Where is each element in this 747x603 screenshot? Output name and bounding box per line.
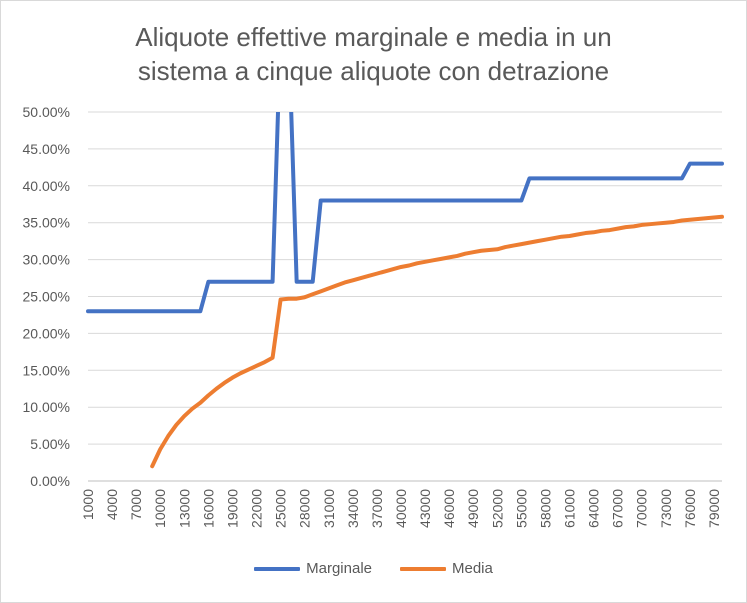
- y-tick-label: 40.00%: [23, 178, 70, 194]
- x-tick-label: 37000: [369, 489, 385, 528]
- x-tick-label: 43000: [417, 489, 433, 528]
- series-lines: [86, 112, 724, 469]
- x-tick-label: 22000: [249, 489, 265, 528]
- x-tick-label: 34000: [345, 489, 361, 528]
- x-tick-label: 1000: [80, 489, 96, 520]
- gridlines: [88, 111, 722, 482]
- x-tick-label: 28000: [297, 489, 313, 528]
- x-tick-label: 52000: [489, 489, 505, 528]
- chart-title-line-1: Aliquote effettive marginale e media in …: [135, 22, 612, 52]
- legend-label-marginale: Marginale: [306, 560, 372, 577]
- x-axis-tick-labels: 1000 4000 7000 10000 13000 16000 19000 22000 250…: [80, 489, 722, 528]
- y-tick-label: 35.00%: [23, 215, 70, 231]
- x-tick-label: 31000: [321, 489, 337, 528]
- chart-title-line-2: sistema a cinque aliquote con detrazione: [137, 56, 610, 86]
- legend: Marginale Media: [0, 560, 747, 577]
- legend-swatch-media: [400, 566, 446, 571]
- y-axis-tick-labels: 0.00% 5.00% 10.00% 15.00% 20.00% 25.00% 30.00%…: [23, 104, 70, 489]
- x-tick-label: 67000: [610, 489, 626, 528]
- series-line-marginale: [86, 112, 724, 314]
- x-tick-label: 76000: [682, 489, 698, 528]
- x-tick-label: 64000: [586, 489, 602, 528]
- x-tick-label: 46000: [441, 489, 457, 528]
- series-line-media: [150, 214, 724, 469]
- chart-title: Aliquote effettive marginale e media in …: [0, 20, 747, 88]
- x-tick-label: 79000: [706, 489, 722, 528]
- x-tick-label: 10000: [152, 489, 168, 528]
- x-tick-label: 13000: [176, 489, 192, 528]
- y-tick-label: 45.00%: [23, 141, 70, 157]
- legend-entry-marginale: Marginale: [254, 560, 372, 577]
- y-tick-label: 0.00%: [30, 473, 70, 489]
- x-tick-label: 58000: [537, 489, 553, 528]
- legend-swatch-marginale: [254, 566, 301, 571]
- x-tick-label: 61000: [562, 489, 578, 528]
- y-tick-label: 50.00%: [23, 104, 70, 120]
- y-tick-label: 25.00%: [23, 289, 70, 305]
- x-tick-label: 55000: [513, 489, 529, 528]
- x-tick-label: 49000: [465, 489, 481, 528]
- x-tick-label: 7000: [128, 489, 144, 520]
- legend-label-media: Media: [452, 560, 493, 577]
- y-tick-label: 15.00%: [23, 362, 70, 378]
- x-tick-label: 19000: [224, 489, 240, 528]
- x-tick-label: 40000: [393, 489, 409, 528]
- y-tick-label: 20.00%: [23, 325, 70, 341]
- x-tick-label: 16000: [200, 489, 216, 528]
- y-tick-label: 10.00%: [23, 399, 70, 415]
- y-tick-label: 5.00%: [30, 436, 70, 452]
- x-tick-label: 73000: [658, 489, 674, 528]
- legend-entry-media: Media: [400, 560, 493, 577]
- y-tick-label: 30.00%: [23, 252, 70, 268]
- x-tick-label: 4000: [104, 489, 120, 520]
- x-tick-label: 70000: [634, 489, 650, 528]
- x-tick-label: 25000: [273, 489, 289, 528]
